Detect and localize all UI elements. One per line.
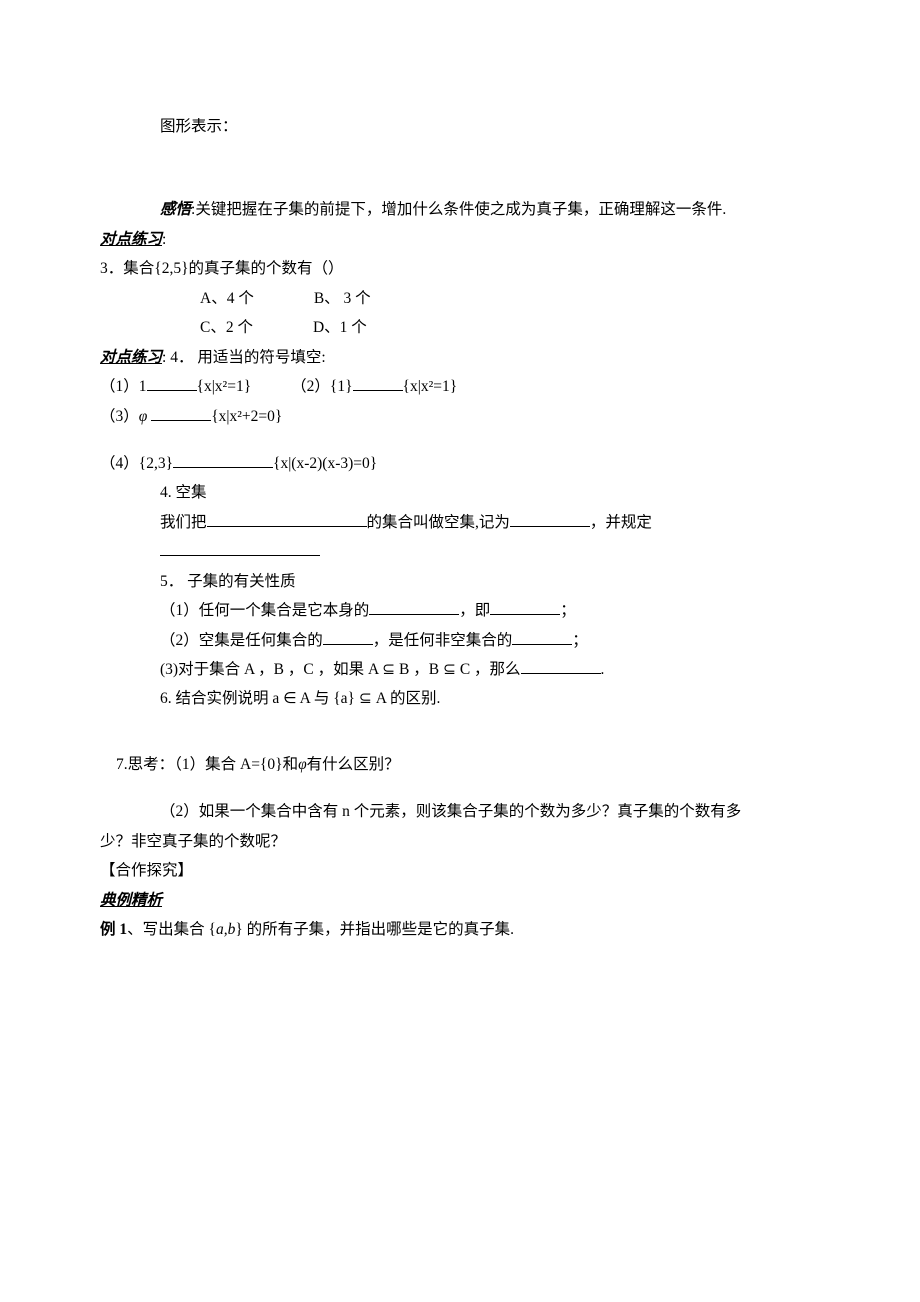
q3-options-row2: C、2 个 D、1 个 <box>100 313 802 342</box>
sec4-c: ，并规定 <box>590 514 652 531</box>
ex1-set: a,b <box>216 921 235 938</box>
sec7-a: 7.思考：（1）集合 A={0}和 <box>116 756 298 773</box>
sec7-line2: （2）如果一个集合中含有 n 个元素，则该集合子集的个数为多少？真子集的个数有多 <box>100 797 802 826</box>
sec7-b: 有什么区别？ <box>307 756 400 773</box>
blank <box>490 599 560 615</box>
sec6: 6. 结合实例说明 a ∈ A 与 {a} ⊆ A 的区别. <box>100 684 802 713</box>
blank <box>369 599 459 615</box>
line-insight: 感悟:关键把握在子集的前提下，增加什么条件使之成为真子集，正确理解这一条件. <box>100 195 802 224</box>
practice-header-1: 对点练习: <box>100 225 802 254</box>
q3-options-row1: A、4 个 B、 3 个 <box>100 284 802 313</box>
q4-4-a: （4）{2,3} <box>100 455 173 472</box>
sec5-2: （2）空集是任何集合的 ，是任何非空集合的 ； <box>100 626 802 655</box>
q4-line1: （1）1 {x|x²=1} （2）{1} {x|x²=1} <box>100 372 802 401</box>
q4-1-b: {x|x²=1} <box>197 378 252 395</box>
q3-stem: 3．集合{2,5}的真子集的个数有（） <box>100 254 802 283</box>
sec4-b: 的集合叫做空集,记为 <box>367 514 510 531</box>
sec4-title: 4. 空集 <box>100 478 802 507</box>
sec5-2a: （2）空集是任何集合的 <box>160 632 323 649</box>
blank <box>510 511 590 527</box>
sec5-1c: ； <box>560 602 576 619</box>
sec4-body: 我们把 的集合叫做空集,记为 ，并规定 <box>100 508 802 567</box>
insight-text: :关键把握在子集的前提下，增加什么条件使之成为真子集，正确理解这一条件. <box>191 201 726 218</box>
practice-4-text: : 4． 用适当的符号填空: <box>162 349 326 366</box>
sec5-1: （1）任何一个集合是它本身的 ，即 ； <box>100 596 802 625</box>
example-analysis-label: 典例精析 <box>100 892 162 909</box>
q4-2-a: （2）{1} <box>291 378 352 395</box>
insight-label: 感悟 <box>160 201 191 218</box>
example-analysis-header: 典例精析 <box>100 886 802 915</box>
blank <box>151 405 211 421</box>
sec5-title: 5． 子集的有关性质 <box>100 567 802 596</box>
ex1-c: } 的所有子集，并指出哪些是它的真子集. <box>235 921 514 938</box>
q3-opt-a: A、4 个 <box>200 290 254 307</box>
practice-colon: : <box>162 231 166 248</box>
blank <box>521 658 601 674</box>
sec5-1a: （1）任何一个集合是它本身的 <box>160 602 369 619</box>
q4-3-b: {x|x²+2=0} <box>211 408 282 425</box>
blank <box>173 452 273 468</box>
sec5-1b: ，即 <box>459 602 490 619</box>
blank <box>323 629 373 645</box>
practice-header-2: 对点练习: 4． 用适当的符号填空: <box>100 343 802 372</box>
q4-3-a: （3） <box>100 408 139 425</box>
q3-opt-b: B、 3 个 <box>314 290 371 307</box>
practice-label-2: 对点练习 <box>100 349 162 366</box>
q3-opt-d: D、1 个 <box>313 319 367 336</box>
sec4-a: 我们把 <box>160 514 207 531</box>
sec5-2b: ，是任何非空集合的 <box>373 632 513 649</box>
phi-symbol: φ <box>298 756 307 773</box>
q4-line3: （4）{2,3} {x|(x-2)(x-3)=0} <box>100 449 802 478</box>
cooperation-header: 【合作探究】 <box>100 856 802 885</box>
ex1-label: 例 1 <box>100 921 127 938</box>
q4-2-b: {x|x²=1} <box>403 378 458 395</box>
sec5-3a: (3)对于集合 A ，B ，C ，如果 A ⊆ B ，B ⊆ C ，那么 <box>160 661 521 678</box>
q4-line2: （3）φ {x|x²+2=0} <box>100 402 802 431</box>
sec5-3: (3)对于集合 A ，B ，C ，如果 A ⊆ B ，B ⊆ C ，那么. <box>100 655 802 684</box>
blank <box>160 541 320 557</box>
ex1-b: 、写出集合 { <box>127 921 216 938</box>
sec7-line1: 7.思考：（1）集合 A={0}和φ有什么区别？ <box>100 750 802 779</box>
sec5-2c: ； <box>572 632 588 649</box>
blank <box>353 375 403 391</box>
practice-label: 对点练习 <box>100 231 162 248</box>
sec7-line2b: 少？非空真子集的个数呢？ <box>100 827 802 856</box>
phi-symbol: φ <box>139 408 148 425</box>
blank <box>147 375 197 391</box>
q4-4-b: {x|(x-2)(x-3)=0} <box>273 455 377 472</box>
blank <box>207 511 367 527</box>
example-1: 例 1、写出集合 {a,b} 的所有子集，并指出哪些是它的真子集. <box>100 915 802 944</box>
q4-1-a: （1）1 <box>100 378 147 395</box>
blank <box>512 629 572 645</box>
q3-opt-c: C、2 个 <box>200 319 253 336</box>
line-diagram-label: 图形表示： <box>100 112 802 141</box>
sec5-3b: . <box>601 661 605 678</box>
